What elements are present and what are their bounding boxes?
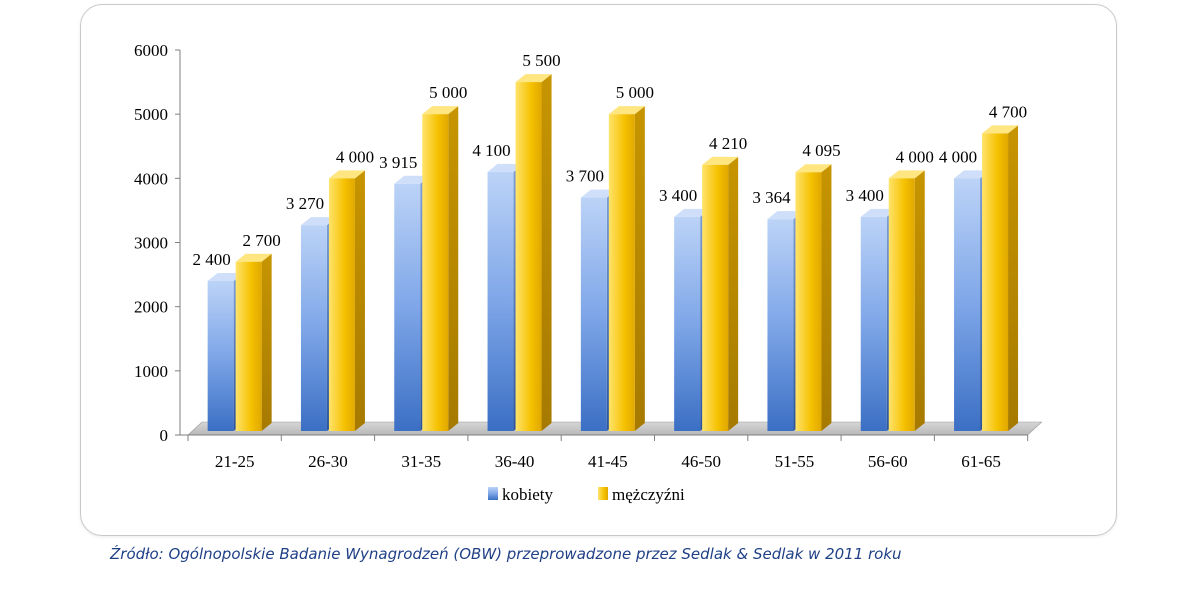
bar-kobiety	[767, 219, 794, 431]
x-tick-label: 21-25	[215, 452, 255, 471]
bar-mężczyźni-top	[702, 156, 739, 165]
bar-mężczyźni	[702, 164, 729, 431]
bar-kobiety	[860, 216, 887, 431]
legend-swatch-mężczyźni	[598, 487, 608, 500]
bar-mężczyźni	[608, 114, 635, 432]
bar-kobiety-top	[674, 208, 711, 217]
legend-swatch-kobiety	[488, 487, 498, 500]
x-tick-label: 36-40	[495, 452, 535, 471]
bar-mężczyźni-side	[541, 74, 552, 431]
bar-mężczyźni-top	[515, 74, 552, 83]
data-label-kobiety: 4 000	[939, 147, 977, 166]
data-label-kobiety: 3 364	[752, 188, 791, 207]
data-label-mężczyźni: 5 000	[429, 83, 467, 102]
legend-label-kobiety: kobiety	[502, 485, 553, 504]
bar-mężczyźni-top	[328, 170, 365, 179]
bar-chart: 0 1000 2000 3000 4000 5000 6000 21-25 26-30 31-35…	[134, 41, 1043, 504]
legend-label-mężczyźni: mężczyźni	[612, 485, 685, 504]
bar-mężczyźni-top	[422, 106, 459, 115]
data-label-kobiety: 3 400	[846, 186, 884, 205]
x-tick-label: 61-65	[961, 452, 1001, 471]
y-tick-label: 1000	[134, 362, 168, 381]
bar-kobiety-top	[300, 217, 337, 226]
bar-kobiety-top	[207, 273, 244, 281]
x-tick-label: 26-30	[308, 452, 348, 471]
bar-kobiety-top	[954, 170, 991, 179]
bar-mężczyźni-top	[608, 106, 645, 115]
bar-mężczyźni-side	[1008, 125, 1019, 432]
bar-mężczyźni-side	[634, 106, 645, 432]
bar-mężczyźni-side	[821, 164, 832, 432]
bar-kobiety	[300, 225, 327, 431]
bar-kobiety	[487, 171, 514, 431]
bar-mężczyźni	[422, 114, 449, 432]
bar-kobiety	[580, 197, 607, 431]
data-label-mężczyźni: 4 000	[336, 147, 374, 166]
y-tick-label: 3000	[134, 234, 168, 253]
bar-mężczyźni	[328, 178, 355, 431]
bar-kobiety-top	[860, 208, 897, 217]
data-label-kobiety: 3 700	[566, 167, 604, 186]
x-tick-label: 56-60	[868, 452, 908, 471]
data-label-mężczyźni: 5 500	[522, 51, 560, 70]
y-tick-label: 0	[160, 426, 169, 445]
bar-mężczyźni	[235, 261, 262, 431]
bar-mężczyźni	[888, 178, 915, 431]
bar-mężczyźni-side	[728, 156, 739, 431]
bar-mężczyźni-top	[795, 164, 832, 173]
bar-kobiety	[954, 178, 981, 431]
data-label-kobiety: 3 270	[286, 194, 324, 213]
y-tick-label: 6000	[134, 41, 168, 60]
x-tick-label: 31-35	[401, 452, 441, 471]
bar-mężczyźni	[795, 172, 822, 432]
bar-mężczyźni-side	[354, 170, 365, 432]
data-label-kobiety: 4 100	[472, 141, 510, 160]
bar-kobiety	[207, 281, 234, 431]
x-tick-label: 46-50	[681, 452, 721, 471]
bar-mężczyźni-side	[448, 106, 459, 432]
source-caption: Źródło: Ogólnopolskie Badanie Wynagrodze…	[110, 545, 902, 563]
data-label-kobiety: 3 915	[379, 153, 417, 172]
bar-kobiety-top	[580, 189, 617, 198]
bar-mężczyźni-side	[914, 170, 925, 432]
data-label-kobiety: 2 400	[193, 250, 231, 269]
data-label-mężczyźni: 5 000	[616, 83, 654, 102]
y-tick-label: 5000	[134, 105, 168, 124]
data-label-mężczyźni: 4 210	[709, 134, 747, 153]
bar-mężczyźni	[515, 82, 542, 431]
bar-kobiety-top	[767, 211, 804, 220]
bar-mężczyźni-side	[261, 253, 272, 431]
bar-kobiety	[674, 216, 701, 431]
bar-mężczyźni-top	[982, 125, 1019, 134]
data-label-kobiety: 3 400	[659, 186, 697, 205]
data-label-mężczyźni: 4 700	[989, 102, 1027, 121]
bar-kobiety-top	[394, 175, 431, 184]
bar-mężczyźni-top	[888, 170, 925, 179]
bar-mężczyźni-top	[235, 253, 272, 262]
x-tick-label: 41-45	[588, 452, 628, 471]
data-label-mężczyźni: 4 095	[802, 141, 840, 160]
data-label-mężczyźni: 2 700	[243, 231, 281, 250]
y-tick-label: 4000	[134, 169, 168, 188]
bar-mężczyźni	[982, 133, 1009, 431]
bar-kobiety-top	[487, 163, 524, 172]
y-tick-label: 2000	[134, 298, 168, 317]
x-tick-label: 51-55	[775, 452, 815, 471]
data-label-mężczyźni: 4 000	[896, 147, 934, 166]
bar-kobiety	[394, 183, 421, 431]
